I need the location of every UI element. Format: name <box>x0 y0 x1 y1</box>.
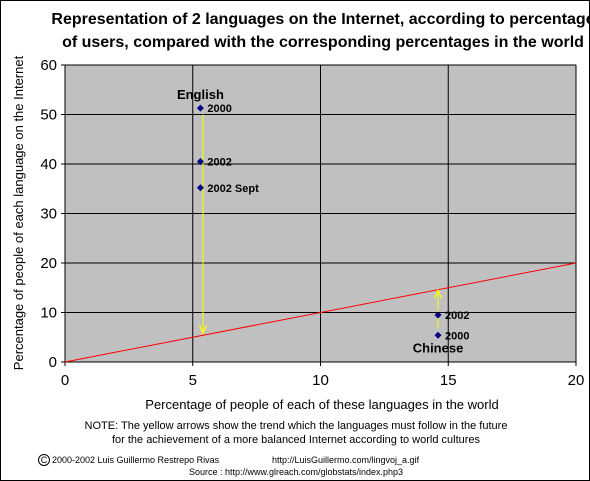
x-tick-label: 15 <box>440 372 457 389</box>
y-axis-label: Percentage of people of each language on… <box>11 55 26 370</box>
y-tick-label: 30 <box>40 206 57 223</box>
point-label: 2000 <box>445 330 469 342</box>
point-labels: 2000 2002 2002 Sept 2002 2000 <box>207 103 469 342</box>
x-tick-label: 5 <box>189 372 197 389</box>
credit-source: Source : http://www.glreach.com/globstat… <box>189 467 403 477</box>
credit-url: http://LuisGuillermo.com/lingvoj_a.gif <box>272 455 420 465</box>
series-label-chinese: Chinese <box>413 340 464 355</box>
data-points <box>196 104 442 339</box>
point-label: 2000 <box>207 103 231 115</box>
credit-author: 2000-2002 Luis Guillermo Restrepo Rivas <box>52 455 220 465</box>
x-axis-label: Percentage of people of each of these la… <box>145 397 498 412</box>
data-point <box>434 331 442 339</box>
chart-title-line-1: Representation of 2 languages on the Int… <box>51 11 590 28</box>
point-label: 2002 <box>207 157 231 169</box>
x-tick-labels: 0 5 10 15 20 <box>61 362 585 389</box>
note-line-1: NOTE: The yellow arrows show the trend w… <box>85 420 508 432</box>
reference-line <box>64 262 577 363</box>
y-tick-labels: 0 10 20 30 40 50 60 <box>40 57 65 371</box>
x-tick-label: 20 <box>568 372 585 389</box>
data-point <box>434 311 442 319</box>
copyright-symbol: C <box>41 455 48 465</box>
x-tick-label: 10 <box>312 372 329 389</box>
trend-arrow-head <box>433 288 443 299</box>
trend-arrows <box>198 114 443 335</box>
note-line-2: for the achievement of a more balanced I… <box>112 434 481 446</box>
data-point <box>196 158 204 166</box>
series-label-english: English <box>177 87 224 102</box>
data-point <box>196 104 204 112</box>
y-tick-label: 20 <box>40 255 57 272</box>
point-label: 2002 <box>445 310 469 322</box>
y-tick-label: 40 <box>40 156 57 173</box>
data-point <box>196 184 204 192</box>
chart-title-line-2: of users, compared with the correspondin… <box>62 34 584 51</box>
trend-arrow-head <box>198 325 208 335</box>
y-tick-label: 10 <box>40 305 57 322</box>
y-tick-label: 0 <box>49 354 57 371</box>
y-tick-label: 60 <box>40 57 57 74</box>
point-label: 2002 Sept <box>207 183 259 195</box>
x-tick-label: 0 <box>61 372 69 389</box>
y-tick-label: 50 <box>40 107 57 124</box>
copyright-icon <box>38 454 50 466</box>
